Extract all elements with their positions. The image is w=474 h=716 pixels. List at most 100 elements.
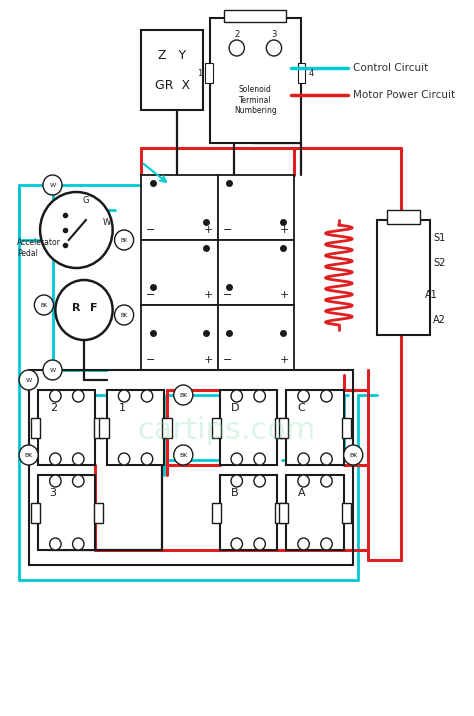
- Text: 3: 3: [271, 29, 277, 39]
- Bar: [93, 503, 103, 523]
- Text: C: C: [298, 403, 306, 413]
- Bar: [218, 175, 294, 240]
- Circle shape: [254, 538, 265, 550]
- Text: 4: 4: [308, 69, 314, 77]
- Circle shape: [321, 538, 332, 550]
- Text: 2: 2: [50, 403, 57, 413]
- Bar: [38, 390, 95, 465]
- Bar: [30, 417, 40, 437]
- Circle shape: [50, 538, 61, 550]
- Bar: [93, 417, 103, 437]
- Circle shape: [174, 385, 193, 405]
- Circle shape: [254, 475, 265, 487]
- Bar: [286, 390, 344, 465]
- Text: Motor Power Circuit: Motor Power Circuit: [353, 90, 456, 100]
- Circle shape: [231, 475, 243, 487]
- Circle shape: [118, 390, 130, 402]
- Circle shape: [321, 475, 332, 487]
- Text: W: W: [26, 377, 32, 382]
- Circle shape: [40, 192, 113, 268]
- Text: +: +: [280, 225, 289, 235]
- Bar: [342, 503, 351, 523]
- Text: A2: A2: [433, 315, 446, 325]
- Circle shape: [298, 475, 310, 487]
- Bar: [162, 417, 172, 437]
- Bar: [28, 370, 353, 565]
- Bar: [205, 63, 213, 83]
- Circle shape: [321, 390, 332, 402]
- Text: +: +: [203, 225, 213, 235]
- Bar: [387, 210, 420, 224]
- Text: −: −: [146, 355, 155, 365]
- Text: S2: S2: [433, 258, 446, 268]
- Text: S1: S1: [433, 233, 446, 243]
- Text: W: W: [49, 367, 55, 372]
- Circle shape: [321, 453, 332, 465]
- Bar: [218, 240, 294, 305]
- Text: W: W: [103, 218, 111, 226]
- Bar: [141, 240, 218, 305]
- Bar: [275, 417, 284, 437]
- Circle shape: [344, 445, 363, 465]
- Bar: [219, 390, 277, 465]
- Circle shape: [19, 370, 38, 390]
- Bar: [279, 417, 288, 437]
- Bar: [275, 503, 284, 523]
- Circle shape: [43, 175, 62, 195]
- Text: BK: BK: [120, 312, 128, 317]
- Bar: [99, 417, 109, 437]
- Circle shape: [141, 390, 153, 402]
- Text: 3: 3: [50, 488, 56, 498]
- Bar: [219, 475, 277, 550]
- Bar: [38, 475, 95, 550]
- Text: G: G: [82, 195, 89, 205]
- Circle shape: [35, 295, 54, 315]
- Circle shape: [115, 230, 134, 250]
- Text: A: A: [298, 488, 305, 498]
- Bar: [212, 503, 221, 523]
- Circle shape: [231, 390, 243, 402]
- Text: Z   Y: Z Y: [158, 49, 186, 62]
- Circle shape: [254, 390, 265, 402]
- Bar: [141, 305, 218, 370]
- Bar: [210, 18, 301, 143]
- Circle shape: [298, 390, 310, 402]
- Circle shape: [115, 305, 134, 325]
- Text: B: B: [231, 488, 238, 498]
- Circle shape: [50, 390, 61, 402]
- Bar: [30, 503, 40, 523]
- Text: BK: BK: [120, 238, 128, 243]
- Circle shape: [55, 280, 113, 340]
- Text: BK: BK: [25, 453, 33, 458]
- Circle shape: [73, 475, 84, 487]
- Text: cartips.com: cartips.com: [137, 415, 315, 445]
- Text: +: +: [280, 290, 289, 300]
- Circle shape: [174, 445, 193, 465]
- Bar: [218, 305, 294, 370]
- Circle shape: [298, 453, 310, 465]
- Circle shape: [141, 453, 153, 465]
- Bar: [286, 475, 344, 550]
- Text: −: −: [222, 225, 232, 235]
- Text: 1: 1: [118, 403, 125, 413]
- Bar: [377, 220, 429, 335]
- Text: Accelerator
Pedal: Accelerator Pedal: [17, 238, 61, 258]
- Circle shape: [19, 445, 38, 465]
- Bar: [141, 175, 218, 240]
- Text: BK: BK: [349, 453, 357, 458]
- Text: −: −: [146, 225, 155, 235]
- Text: Solenoid
Terminal
Numbering: Solenoid Terminal Numbering: [234, 85, 277, 115]
- Circle shape: [43, 360, 62, 380]
- Text: BK: BK: [40, 302, 47, 307]
- Text: +: +: [280, 355, 289, 365]
- Circle shape: [73, 538, 84, 550]
- Circle shape: [73, 390, 84, 402]
- Bar: [279, 503, 288, 523]
- Text: BK: BK: [179, 453, 188, 458]
- Circle shape: [266, 40, 282, 56]
- Text: −: −: [222, 355, 232, 365]
- Circle shape: [231, 538, 243, 550]
- Text: D: D: [231, 403, 239, 413]
- Circle shape: [118, 453, 130, 465]
- Text: +: +: [203, 290, 213, 300]
